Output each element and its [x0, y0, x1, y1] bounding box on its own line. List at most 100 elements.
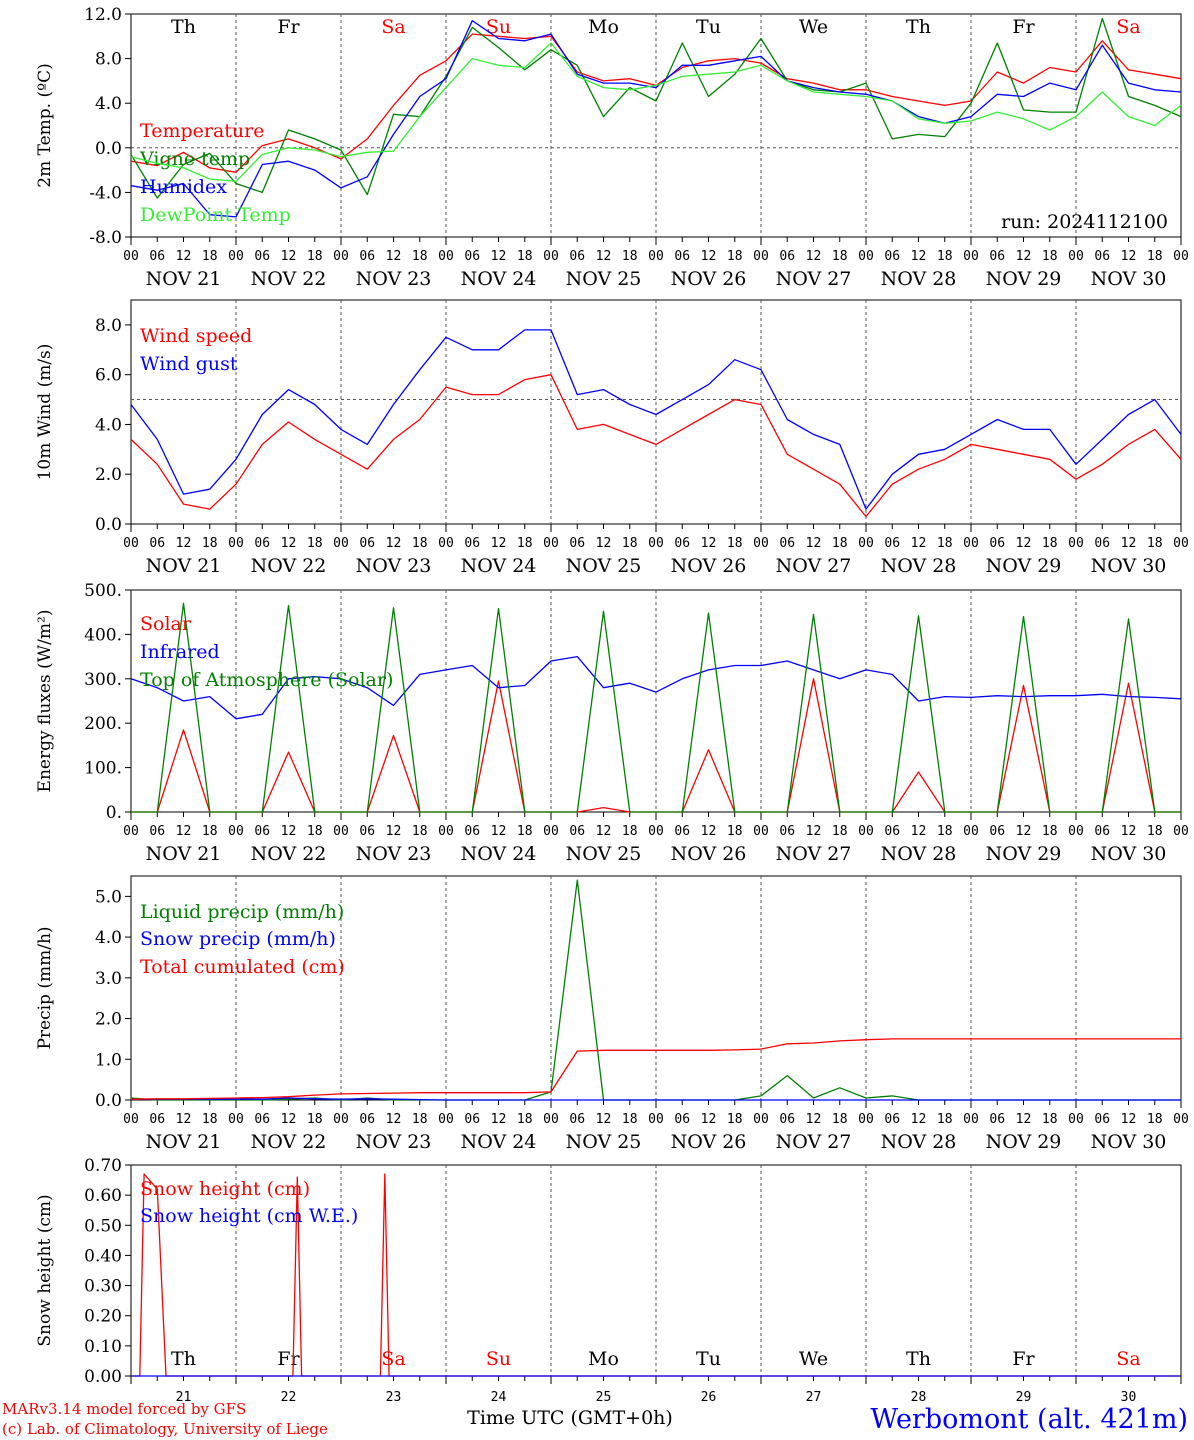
hour-tick-label: 06 — [674, 824, 690, 839]
hour-tick-label: 12 — [386, 536, 402, 551]
day-label: NOV 30 — [1091, 843, 1167, 865]
hour-tick-label: 06 — [569, 536, 585, 551]
series-line-1 — [130, 33, 1182, 173]
hour-tick-label: 06 — [1094, 824, 1110, 839]
day-label: NOV 28 — [881, 843, 957, 865]
hour-tick-label: 18 — [832, 1112, 848, 1127]
y-tick-label: 0.0 — [95, 139, 122, 159]
hour-tick-label: 00 — [123, 536, 139, 551]
day-number-label: 21 — [176, 1390, 192, 1405]
lab-credit: (c) Lab. of Climatology, University of L… — [2, 1420, 328, 1438]
hour-tick-label: 00 — [648, 249, 664, 264]
hour-tick-label: 00 — [228, 249, 244, 264]
hour-tick-label: 00 — [333, 536, 349, 551]
hour-tick-label: 12 — [911, 1112, 927, 1127]
hour-tick-label: 12 — [596, 1112, 612, 1127]
legend-entry: Wind speed — [140, 325, 252, 347]
hour-tick-label: 06 — [884, 824, 900, 839]
hour-tick-label: 18 — [727, 249, 743, 264]
hour-tick-label: 06 — [359, 824, 375, 839]
hour-tick-label: 06 — [464, 536, 480, 551]
day-number-label: 26 — [701, 1390, 717, 1405]
hour-tick-label: 12 — [701, 1112, 717, 1127]
hour-tick-label: 12 — [596, 536, 612, 551]
day-label: NOV 23 — [356, 1131, 432, 1153]
hour-tick-label: 00 — [333, 824, 349, 839]
weekday-label: Th — [171, 16, 196, 38]
series-line-4 — [130, 42, 1182, 182]
day-label: NOV 22 — [251, 555, 327, 577]
hour-tick-label: 18 — [1147, 824, 1163, 839]
hour-tick-label: 18 — [1147, 1112, 1163, 1127]
hour-tick-label: 06 — [149, 1112, 165, 1127]
y-tick-label: 0.70 — [84, 1156, 122, 1176]
y-tick-label: 4.0 — [95, 928, 122, 948]
day-label: NOV 27 — [776, 555, 852, 577]
day-label: NOV 29 — [986, 1131, 1062, 1153]
day-label: NOV 22 — [251, 268, 327, 290]
hour-tick-label: 06 — [674, 249, 690, 264]
hour-tick-label: 06 — [464, 824, 480, 839]
hour-tick-label: 18 — [1042, 1112, 1058, 1127]
y-tick-label: 0.40 — [84, 1246, 122, 1266]
panel-1: 12.0 8.0 4.0 0.0 -4.0 -8.0 2m Temp. (ºC) 00 06 12… — [35, 5, 1189, 290]
hour-tick-label: 12 — [281, 249, 297, 264]
hour-tick-label: 12 — [911, 249, 927, 264]
hour-tick-label: 18 — [1042, 249, 1058, 264]
y-tick-label: -8.0 — [89, 228, 122, 248]
hour-tick-label: 00 — [123, 824, 139, 839]
hour-tick-label: 12 — [491, 1112, 507, 1127]
y-tick-label: 500. — [84, 581, 122, 601]
hour-tick-label: 18 — [622, 1112, 638, 1127]
hour-tick-label: 18 — [727, 536, 743, 551]
weekday-label: Fr — [277, 1348, 300, 1370]
series-line-1 — [130, 374, 1182, 518]
hour-tick-label: 18 — [412, 824, 428, 839]
y-tick-label: 0.50 — [84, 1216, 122, 1236]
panel-5: 0.70 0.60 0.50 0.40 0.30 0.20 0.10 0.00 Snow hei… — [35, 1156, 1182, 1405]
series-line-3 — [131, 602, 1181, 813]
y-tick-label: 2.0 — [95, 465, 122, 485]
y-axis-title: Energy fluxes (W/m²) — [35, 610, 55, 793]
series-line-2 — [130, 655, 1182, 720]
day-label: NOV 25 — [566, 555, 642, 577]
hour-tick-label: 00 — [1173, 824, 1189, 839]
hour-tick-label: 18 — [202, 249, 218, 264]
series-line-3 — [130, 1038, 1181, 1100]
hour-tick-label: 06 — [989, 536, 1005, 551]
hour-tick-label: 06 — [1094, 249, 1110, 264]
hour-tick-label: 18 — [517, 1112, 533, 1127]
hour-tick-label: 12 — [701, 536, 717, 551]
hour-tick-label: 18 — [937, 824, 953, 839]
hour-tick-label: 00 — [963, 824, 979, 839]
hour-tick-label: 18 — [727, 1112, 743, 1127]
panel-2: 8.0 6.0 4.0 2.0 0.0 10m Wind (m/s) 00 06 12 18 00 0… — [35, 299, 1189, 577]
hour-tick-label: 18 — [1042, 536, 1058, 551]
y-tick-label: 0.0 — [95, 1091, 122, 1111]
hour-tick-label: 18 — [517, 249, 533, 264]
legend-entry: Snow precip (mm/h) — [140, 928, 336, 950]
hour-tick-label: 00 — [438, 1112, 454, 1127]
hour-tick-label: 06 — [1094, 536, 1110, 551]
hour-tick-label: 00 — [858, 824, 874, 839]
hour-tick-label: 00 — [123, 1112, 139, 1127]
weekday-label: We — [799, 1348, 828, 1370]
day-label: NOV 27 — [776, 268, 852, 290]
hour-tick-label: 06 — [254, 1112, 270, 1127]
weekday-label: Sa — [1116, 1348, 1140, 1370]
hour-tick-label: 12 — [1016, 249, 1032, 264]
y-tick-label: 0.30 — [84, 1277, 122, 1297]
day-label: NOV 30 — [1091, 1131, 1167, 1153]
hour-tick-label: 00 — [438, 249, 454, 264]
hour-tick-label: 06 — [989, 1112, 1005, 1127]
day-label: NOV 24 — [461, 1131, 537, 1153]
legend-entry: Liquid precip (mm/h) — [140, 901, 344, 923]
day-number-label: 27 — [806, 1390, 822, 1405]
hour-tick-label: 06 — [779, 536, 795, 551]
hour-tick-label: 18 — [937, 249, 953, 264]
weekday-label: We — [799, 16, 828, 38]
hour-tick-label: 12 — [1121, 824, 1137, 839]
hour-tick-label: 12 — [1016, 536, 1032, 551]
hour-tick-label: 18 — [202, 536, 218, 551]
legend-entry: Humidex — [140, 176, 227, 198]
